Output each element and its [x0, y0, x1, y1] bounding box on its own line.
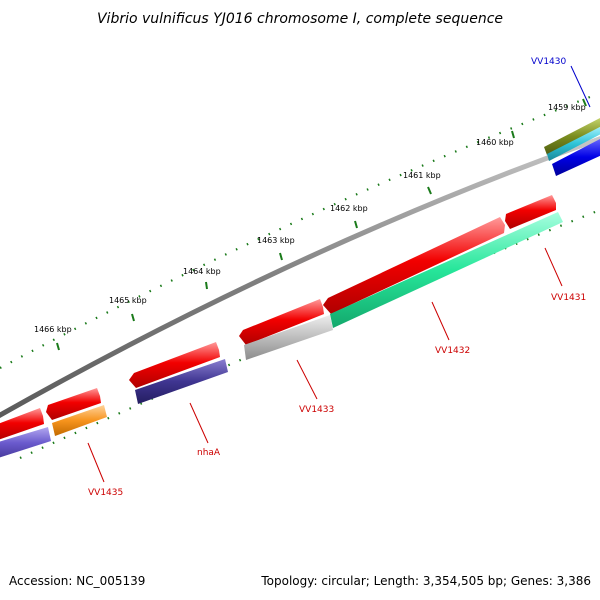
genome-summary-text: Topology: circular; Length: 3,354,505 bp… — [261, 574, 591, 588]
feature-bar-vv1430-cyan[interactable] — [547, 126, 600, 161]
gene-arrow-vv1432[interactable] — [323, 217, 505, 314]
major-tick — [131, 313, 135, 322]
kbp-label: 1460 kbp — [476, 138, 514, 147]
kbp-label: 1466 kbp — [34, 325, 72, 334]
kbp-tick-track — [0, 93, 596, 369]
gene-arrow-vv1433[interactable] — [239, 299, 324, 345]
gene-label-vv1431[interactable]: VV1431 — [551, 293, 586, 303]
gene-label-vv1432[interactable]: VV1432 — [435, 346, 470, 356]
major-tick — [205, 281, 208, 290]
major-tick — [582, 98, 587, 107]
feature-bar-vv1430-olive[interactable] — [544, 118, 600, 155]
major-tick — [56, 342, 60, 351]
gene-arrow-vv1435[interactable] — [46, 388, 101, 420]
kbp-label: 1461 kbp — [403, 171, 441, 180]
feature-bar-vv1435[interactable] — [52, 405, 107, 436]
gene-label-nhaa[interactable]: nhaA — [197, 448, 221, 458]
major-tick — [511, 130, 515, 139]
major-tick — [427, 186, 432, 195]
gene-arrow-partial[interactable] — [0, 408, 44, 441]
gene-label-vv1435[interactable]: VV1435 — [88, 488, 123, 498]
forward-strand-features — [0, 195, 556, 441]
feature-bar-vv1433[interactable] — [244, 315, 333, 360]
major-tick — [279, 252, 283, 261]
kbp-label: 1463 kbp — [257, 236, 295, 245]
gene-label-vv1430[interactable]: VV1430 — [531, 57, 566, 67]
callout-line-vv1435 — [87, 442, 105, 483]
gene-callouts — [87, 65, 591, 483]
feature-bar-vv1430-blue[interactable] — [552, 138, 600, 176]
chromosome-backbone — [0, 136, 600, 419]
gene-arrow-nhaa[interactable] — [129, 342, 220, 388]
callout-line-vv1431 — [544, 247, 563, 287]
kbp-label: 1459 kbp — [548, 103, 586, 112]
callout-line-vv1432 — [431, 301, 450, 341]
feature-bar-nhaa[interactable] — [135, 359, 228, 404]
callout-line-nhaa — [189, 402, 209, 444]
callout-line-vv1433 — [296, 359, 318, 400]
gene-arrow-vv1431[interactable] — [505, 195, 556, 229]
feature-bar-vv1432[interactable] — [330, 212, 563, 328]
kbp-label: 1465 kbp — [109, 296, 147, 305]
feature-bar-partial[interactable] — [0, 427, 51, 459]
map-title: Vibrio vulnificus YJ016 chromosome I, co… — [97, 11, 503, 27]
kbp-label: 1464 kbp — [183, 267, 221, 276]
major-tick — [354, 220, 358, 229]
callout-line-vv1430 — [570, 65, 591, 108]
accession-text: Accession: NC_005139 — [9, 574, 146, 588]
feature-bars — [0, 118, 600, 459]
kbp-label: 1462 kbp — [330, 204, 368, 213]
gene-label-vv1433[interactable]: VV1433 — [299, 405, 334, 415]
